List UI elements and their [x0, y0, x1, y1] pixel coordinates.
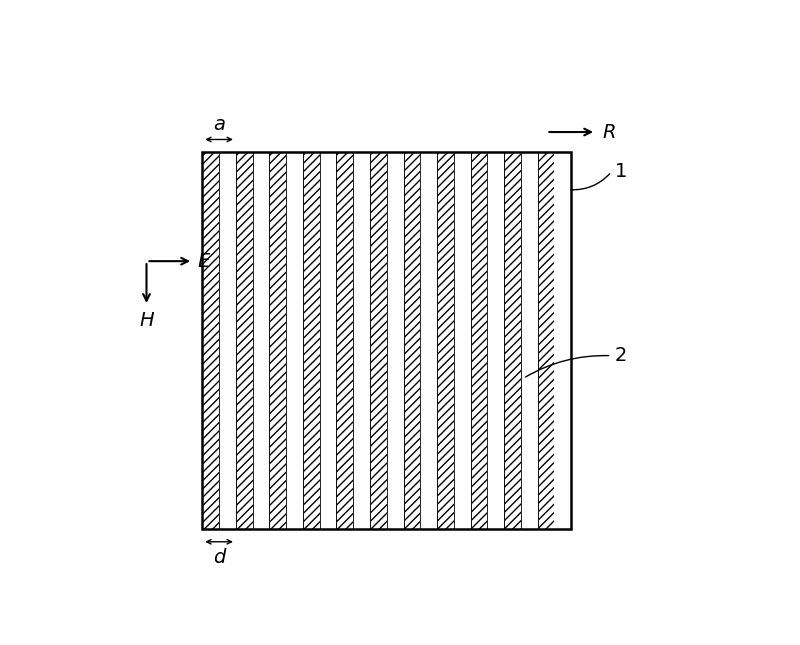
Bar: [303, 152, 320, 530]
Bar: [470, 152, 487, 530]
Text: a: a: [213, 115, 225, 134]
Text: d: d: [213, 548, 226, 567]
Bar: [403, 152, 420, 530]
Bar: [487, 152, 504, 530]
Bar: [437, 152, 454, 530]
Bar: [370, 152, 386, 530]
Bar: [202, 152, 571, 530]
Bar: [454, 152, 470, 530]
Bar: [202, 152, 571, 530]
Bar: [270, 152, 286, 530]
Bar: [253, 152, 270, 530]
Bar: [554, 152, 571, 530]
Bar: [320, 152, 337, 530]
Text: 1: 1: [614, 163, 627, 181]
Bar: [286, 152, 303, 530]
Text: E: E: [198, 252, 210, 271]
Bar: [202, 152, 219, 530]
Bar: [219, 152, 236, 530]
Text: 2: 2: [614, 346, 627, 365]
Bar: [236, 152, 253, 530]
Text: R: R: [602, 123, 616, 141]
Bar: [354, 152, 370, 530]
Text: H: H: [139, 311, 154, 330]
Bar: [521, 152, 538, 530]
Bar: [386, 152, 403, 530]
Bar: [504, 152, 521, 530]
Bar: [420, 152, 437, 530]
Bar: [337, 152, 354, 530]
Bar: [538, 152, 554, 530]
